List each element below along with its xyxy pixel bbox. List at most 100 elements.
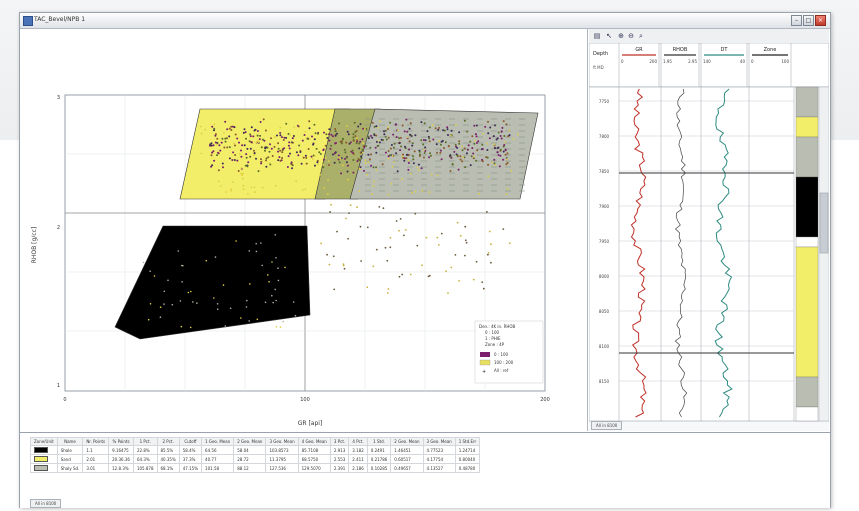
minimize-button[interactable]: – xyxy=(791,15,802,26)
scatter-point xyxy=(375,125,378,128)
scatter-point xyxy=(277,159,280,162)
column-header[interactable]: Name xyxy=(56,437,84,446)
column-header[interactable]: 4 Pct. xyxy=(348,437,368,446)
scatter-point xyxy=(234,154,237,156)
stats-status-tab[interactable]: All in 8100 xyxy=(30,499,62,508)
scatter-point xyxy=(494,124,496,127)
scatter-point xyxy=(463,156,466,159)
scatter-point xyxy=(245,306,248,308)
crossplot[interactable]: 0 100 200 3 2 1 GR [api] RHOB [g/cc] Den… xyxy=(20,29,587,431)
scatter-point xyxy=(364,159,367,162)
scatter-point xyxy=(265,146,267,149)
scatter-point xyxy=(420,167,423,170)
scatter-point xyxy=(385,138,388,141)
scatter-point xyxy=(371,121,374,124)
scatter-point xyxy=(505,163,508,166)
column-header[interactable]: 1 Std. xyxy=(366,437,392,446)
scatter-point xyxy=(287,155,290,158)
scatter-point xyxy=(285,136,288,139)
zoom-icon[interactable]: ⌕ xyxy=(639,32,643,40)
scatter-point xyxy=(409,122,412,125)
scatter-point xyxy=(326,137,329,139)
table-cell: 1.1 xyxy=(82,445,110,455)
scatter-point xyxy=(328,133,330,136)
scatter-point xyxy=(226,137,228,140)
scatter-point xyxy=(352,136,355,139)
scatter-point xyxy=(228,127,231,130)
scatter-point xyxy=(277,267,279,269)
scatter-point xyxy=(499,148,502,151)
scatter-point xyxy=(487,163,490,166)
track-header-1[interactable]: GR 0 200 xyxy=(618,43,660,88)
table-row[interactable]: Shale 1.1 9.16475 22.8% 85.5% 58.4% 64.56 58.04… xyxy=(30,445,481,455)
well-log-panel[interactable]: ▤ ↖ ⊕ ⊖ ⌕ Depth ft MD GR 0 200 RHOB 1.95 2.95… xyxy=(589,29,829,431)
depth-label: 8050 xyxy=(599,309,610,314)
scatter-point xyxy=(458,131,461,134)
scatter-point xyxy=(337,158,340,161)
track-header-3[interactable]: DT 140 40 xyxy=(700,43,748,88)
column-header[interactable]: Zone/Unit xyxy=(30,437,58,446)
column-header[interactable]: 2 Pct. xyxy=(156,437,180,446)
scatter-point xyxy=(277,142,280,145)
table-row[interactable]: Sand 2.01 20.36.36 64.3% 40.35% 37.3% 40.77 28.… xyxy=(30,454,481,464)
close-button[interactable]: × xyxy=(815,15,826,26)
scatter-point xyxy=(328,139,331,142)
column-header[interactable]: Nr. Points xyxy=(82,437,110,446)
scatter-point xyxy=(495,138,498,141)
scatter-point xyxy=(326,253,328,256)
zoom-in-icon[interactable]: ⊕ xyxy=(618,32,624,40)
table-cell: 1.46451 xyxy=(390,445,424,455)
scatter-point xyxy=(472,152,475,155)
table-row[interactable]: Shaly Sd. 3.01 12.8.3% 105.878 68.1% 47.15% 10… xyxy=(30,463,481,473)
scatter-point xyxy=(387,128,389,130)
scatter-point xyxy=(275,299,277,302)
log-status-tab[interactable]: All in 8100 xyxy=(591,421,623,430)
table-cell: 4.77523 xyxy=(422,445,456,455)
shale-polygon[interactable] xyxy=(114,225,311,340)
plot-legend: Den.: 4K in. RHOB 0 : 100 1 : PHIE Zone … xyxy=(474,320,544,384)
log-scrollbar-thumb[interactable] xyxy=(819,192,829,254)
column-header[interactable]: 2 Geo. Mean xyxy=(390,437,424,446)
scatter-point xyxy=(260,158,262,161)
scatter-point xyxy=(402,153,404,156)
scatter-point xyxy=(345,141,348,144)
column-header[interactable]: 4 Geo. Mean xyxy=(297,437,331,446)
scatter-point xyxy=(292,301,295,303)
scatter-point xyxy=(352,153,355,155)
scatter-point xyxy=(471,147,474,150)
table-cell: 37.3% xyxy=(178,454,203,464)
scatter-point xyxy=(487,132,490,135)
scatter-point xyxy=(438,140,441,142)
table-cell: 9.16475 xyxy=(108,445,134,455)
zone-swatch-cell xyxy=(30,454,58,464)
scatter-point xyxy=(391,165,394,168)
track-header-box xyxy=(660,43,700,88)
pointer-icon[interactable]: ↖ xyxy=(606,32,612,40)
table-cell: 20.36.36 xyxy=(108,454,134,464)
log-scrollbar[interactable] xyxy=(818,86,829,422)
scatter-point xyxy=(493,158,496,161)
column-header[interactable]: 1 Geo. Mean xyxy=(201,437,235,446)
column-header[interactable]: 3 Geo. Mean xyxy=(265,437,299,446)
column-header[interactable]: 1 Std.Err xyxy=(454,437,481,446)
select-icon[interactable]: ▤ xyxy=(593,32,601,40)
shaly-sand-polygon[interactable] xyxy=(349,108,539,200)
scatter-point xyxy=(248,320,250,322)
column-header[interactable]: 3 Geo. Mean xyxy=(422,437,456,446)
crossplot-panel[interactable]: 0 100 200 3 2 1 GR [api] RHOB [g/cc] Den… xyxy=(20,29,588,431)
scatter-point xyxy=(360,260,362,262)
scatter-point xyxy=(422,143,425,146)
scatter-point xyxy=(447,145,450,148)
scatter-point xyxy=(264,301,267,304)
zoom-out-icon[interactable]: ⊖ xyxy=(628,32,634,40)
column-header[interactable]: % Points xyxy=(108,437,134,446)
column-header[interactable]: 2 Geo. Mean xyxy=(233,437,267,446)
column-header[interactable]: 3 Pct. xyxy=(329,437,350,446)
scatter-point xyxy=(242,188,245,191)
column-header[interactable]: 1 Pct. xyxy=(132,437,158,446)
track-header-2[interactable]: RHOB 1.95 2.95 xyxy=(660,43,700,88)
column-header[interactable]: Cutoff xyxy=(178,437,203,446)
track-header-4[interactable]: Zone 0 100 xyxy=(748,43,792,88)
maximize-button[interactable]: □ xyxy=(803,15,814,26)
